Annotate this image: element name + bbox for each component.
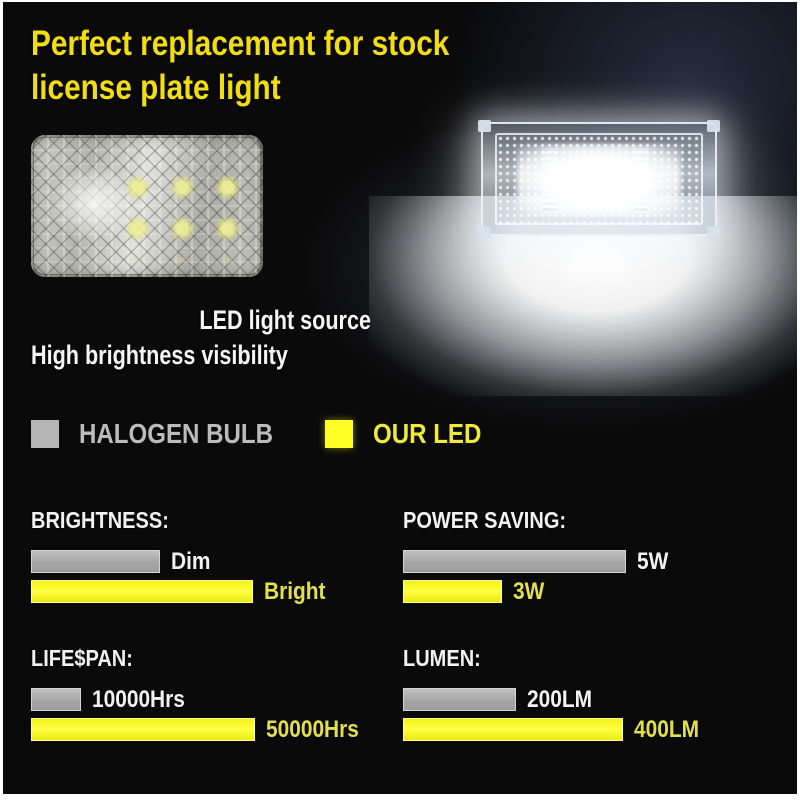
led-bar-label: 400LM <box>634 715 699 743</box>
module-led-chips <box>105 161 257 261</box>
legend-halogen-label: HALOGEN BULB <box>79 418 273 449</box>
halogen-bar-row: 5W <box>403 547 775 575</box>
led-bar-row: 400LM <box>403 715 775 743</box>
halogen-bar-row: 10000Hrs <box>31 685 403 713</box>
halogen-bar-label: 10000Hrs <box>92 685 185 713</box>
halogen-bar <box>31 688 81 711</box>
halogen-bar-label: 200LM <box>527 685 592 713</box>
halogen-bar-label: Dim <box>171 547 211 575</box>
led-bar-label: 3W <box>513 577 545 605</box>
led-bar <box>31 718 255 741</box>
halogen-bar-row: Dim <box>31 547 403 575</box>
led-color-swatch <box>325 420 353 448</box>
legend-item-led: OUR LED <box>325 418 499 450</box>
headline-line-2: license plate light <box>31 68 281 107</box>
legend-led-label: OUR LED <box>373 418 482 449</box>
led-bar-label: 50000Hrs <box>266 715 359 743</box>
section-lumen: LUMEN: 200LM 400LM <box>403 645 775 748</box>
legend-item-halogen: HALOGEN BULB <box>31 418 305 450</box>
halogen-bar <box>403 550 626 573</box>
section-heading: LIFE$PAN: <box>31 645 133 671</box>
halogen-bar <box>31 550 160 573</box>
led-module-photo <box>31 135 263 277</box>
section-power-saving: POWER SAVING: 5W 3W <box>403 507 775 610</box>
led-bar-row: 3W <box>403 577 775 605</box>
lamp-mount-tab <box>478 120 491 132</box>
halogen-bar-row: 200LM <box>403 685 775 713</box>
headline-line-1: Perfect replacement for stock <box>31 24 450 63</box>
caption-led-light-source: LED light source <box>199 305 371 335</box>
halogen-bar <box>403 688 516 711</box>
led-bar-row: 50000Hrs <box>31 715 403 743</box>
halogen-bar-label: 5W <box>637 547 669 575</box>
section-heading: LUMEN: <box>403 645 481 671</box>
lamp-mount-tab <box>707 120 720 132</box>
section-heading: POWER SAVING: <box>403 507 567 533</box>
caption-high-brightness: High brightness visibility <box>31 340 288 370</box>
section-brightness: BRIGHTNESS: Dim Bright <box>31 507 403 610</box>
led-bar <box>31 580 253 603</box>
lamp-bright-core <box>517 144 681 216</box>
halogen-color-swatch <box>31 420 59 448</box>
lamp-mount-tab <box>707 226 720 238</box>
glowing-license-plate-lamp-photo <box>478 120 720 238</box>
lamp-mount-tab <box>478 226 491 238</box>
led-bar-label: Bright <box>264 577 326 605</box>
section-heading: BRIGHTNESS: <box>31 507 169 533</box>
led-bar <box>403 718 623 741</box>
led-bar-row: Bright <box>31 577 403 605</box>
section-lifespan: LIFE$PAN: 10000Hrs 50000Hrs <box>31 645 403 748</box>
led-bar <box>403 580 502 603</box>
